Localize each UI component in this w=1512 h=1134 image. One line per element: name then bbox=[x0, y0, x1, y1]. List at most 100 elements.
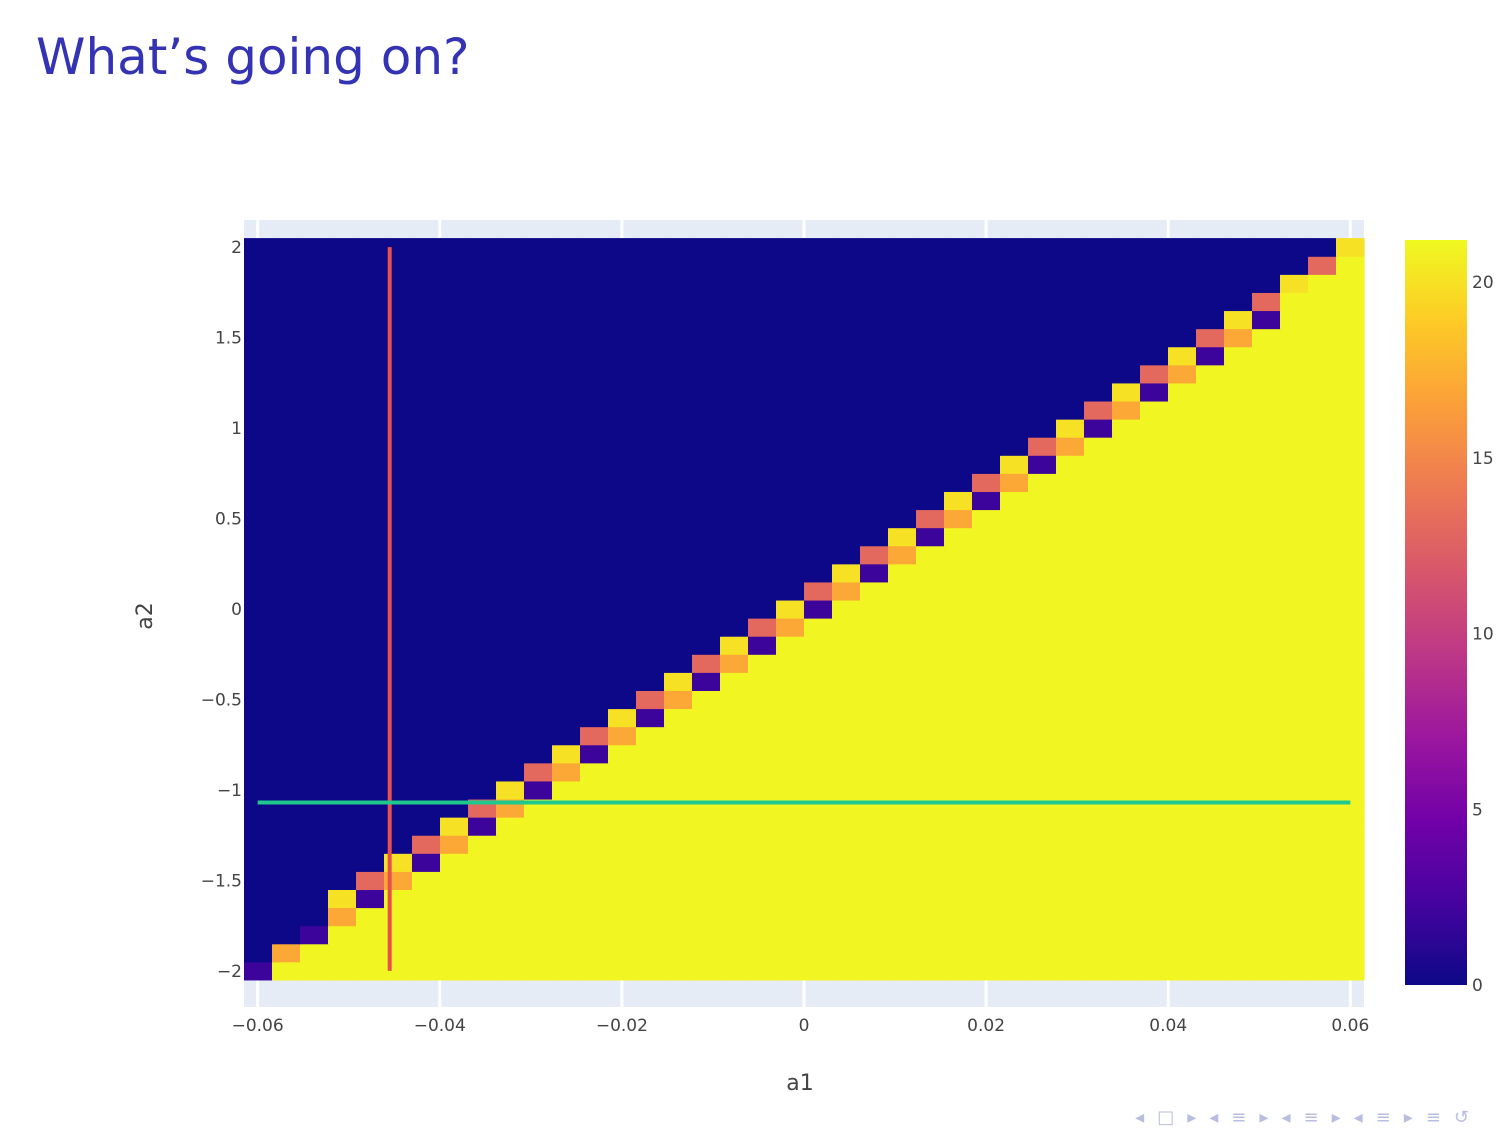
y-tick-label: 0.5 bbox=[215, 510, 242, 530]
heatmap-cell bbox=[804, 817, 833, 836]
nav-symbol-icon[interactable]: ◂ bbox=[1353, 1107, 1366, 1128]
heatmap-cell bbox=[1000, 238, 1029, 257]
nav-symbol-icon[interactable]: ▸ bbox=[1259, 1107, 1272, 1128]
heatmap-cell bbox=[272, 618, 301, 637]
nav-symbol-icon[interactable]: ≡ bbox=[1303, 1107, 1322, 1128]
heatmap-cell bbox=[972, 925, 1001, 945]
heatmap-cell bbox=[776, 817, 805, 836]
heatmap-cell bbox=[748, 636, 777, 655]
nav-symbol-icon[interactable]: ▸ bbox=[1331, 1107, 1344, 1128]
heatmap-cell bbox=[328, 961, 357, 981]
heatmap-cell bbox=[916, 545, 945, 565]
heatmap-cell bbox=[804, 545, 833, 565]
heatmap-cell bbox=[692, 437, 721, 456]
heatmap-cell bbox=[580, 599, 609, 619]
heatmap-cell bbox=[636, 527, 665, 547]
heatmap-cell bbox=[860, 599, 889, 619]
heatmap-cell bbox=[328, 618, 357, 637]
heatmap-cell bbox=[1336, 636, 1365, 655]
heatmap-cell bbox=[1252, 473, 1281, 492]
heatmap-cell bbox=[1168, 382, 1197, 402]
heatmap-cell bbox=[244, 907, 273, 927]
heatmap-cell bbox=[412, 310, 441, 330]
heatmap-cell bbox=[720, 636, 749, 655]
nav-symbol-icon[interactable]: ≡ bbox=[1425, 1107, 1444, 1128]
heatmap-cell bbox=[1336, 473, 1365, 492]
heatmap-cell bbox=[580, 256, 609, 275]
heatmap-cell bbox=[1308, 726, 1337, 746]
heatmap-cell bbox=[244, 563, 273, 583]
heatmap-cell bbox=[244, 382, 273, 402]
nav-symbol-icon[interactable]: ≡ bbox=[1231, 1107, 1250, 1128]
heatmap-cell bbox=[580, 708, 609, 728]
heatmap-cell bbox=[1056, 780, 1085, 800]
heatmap-cell bbox=[1336, 527, 1365, 547]
heatmap-cell bbox=[244, 364, 273, 384]
heatmap-cell bbox=[1000, 744, 1029, 764]
nav-symbol-icon[interactable]: ◂ bbox=[1281, 1107, 1294, 1128]
heatmap-cell bbox=[720, 762, 749, 782]
heatmap-cell bbox=[1224, 473, 1253, 492]
heatmap-cell bbox=[1028, 346, 1057, 366]
heatmap-cell bbox=[972, 961, 1001, 981]
heatmap-cell bbox=[496, 310, 525, 330]
heatmap-cell bbox=[1308, 961, 1337, 981]
nav-symbol-icon[interactable]: ▸ bbox=[1187, 1107, 1200, 1128]
heatmap-cell bbox=[1308, 238, 1337, 257]
heatmap-cell bbox=[636, 853, 665, 872]
nav-symbol-icon[interactable]: ≡ bbox=[1375, 1107, 1394, 1128]
heatmap-cell bbox=[1252, 690, 1281, 710]
heatmap-cell bbox=[972, 744, 1001, 764]
heatmap-cell bbox=[692, 961, 721, 981]
heatmap-cell bbox=[1168, 292, 1197, 312]
heatmap-cell bbox=[720, 473, 749, 492]
heatmap-cell bbox=[944, 364, 973, 384]
heatmap-cell bbox=[1168, 473, 1197, 492]
heatmap-cell bbox=[412, 491, 441, 511]
heatmap-cell bbox=[916, 654, 945, 673]
heatmap-cell bbox=[972, 853, 1001, 872]
heatmap-cell bbox=[916, 274, 945, 293]
nav-symbol-icon[interactable]: □ bbox=[1157, 1107, 1178, 1128]
slide-navigation[interactable]: ◂ □ ▸ ◂ ≡ ▸ ◂ ≡ ▸ ◂ ≡ ▸ ≡ ↺ bbox=[1125, 1107, 1472, 1128]
heatmap-cell bbox=[496, 455, 525, 474]
heatmap-cell bbox=[1084, 943, 1113, 963]
heatmap-cell bbox=[244, 581, 273, 601]
heatmap-cell bbox=[1336, 292, 1365, 312]
heatmap-cell bbox=[412, 455, 441, 474]
heatmap-cell bbox=[412, 599, 441, 619]
nav-symbol-icon[interactable]: ↺ bbox=[1453, 1107, 1472, 1128]
heatmap-cell bbox=[524, 726, 553, 746]
heatmap-cell bbox=[356, 871, 385, 891]
heatmap-cell bbox=[1196, 925, 1225, 945]
heatmap-cell bbox=[1336, 545, 1365, 565]
nav-symbol-icon[interactable]: ◂ bbox=[1135, 1107, 1148, 1128]
heatmap-cell bbox=[524, 310, 553, 330]
heatmap-cell bbox=[1168, 817, 1197, 836]
heatmap-cell bbox=[804, 889, 833, 909]
heatmap-cell bbox=[860, 943, 889, 963]
heatmap-cell bbox=[888, 817, 917, 836]
heatmap-cell bbox=[888, 292, 917, 312]
heatmap-cell bbox=[1252, 328, 1281, 348]
heatmap-cell bbox=[272, 943, 301, 963]
heatmap-cell bbox=[1308, 780, 1337, 800]
heatmap-cell bbox=[1196, 690, 1225, 710]
heatmap-cell bbox=[1308, 744, 1337, 764]
heatmap-cell bbox=[1084, 455, 1113, 474]
heatmap-cell bbox=[1252, 509, 1281, 529]
heatmap-cell bbox=[1084, 871, 1113, 891]
nav-symbol-icon[interactable]: ▸ bbox=[1403, 1107, 1416, 1128]
heatmap-cell bbox=[1140, 256, 1169, 275]
heatmap-cell bbox=[1308, 943, 1337, 963]
heatmap-cell bbox=[1112, 726, 1141, 746]
heatmap-cell bbox=[1196, 871, 1225, 891]
heatmap-cell bbox=[328, 419, 357, 438]
nav-symbol-icon[interactable]: ◂ bbox=[1209, 1107, 1222, 1128]
heatmap-cell bbox=[776, 636, 805, 655]
heatmap-cell bbox=[244, 889, 273, 909]
heatmap-cell bbox=[692, 636, 721, 655]
heatmap-cell bbox=[664, 708, 693, 728]
heatmap-cell bbox=[888, 871, 917, 891]
heatmap-cell bbox=[1252, 636, 1281, 655]
